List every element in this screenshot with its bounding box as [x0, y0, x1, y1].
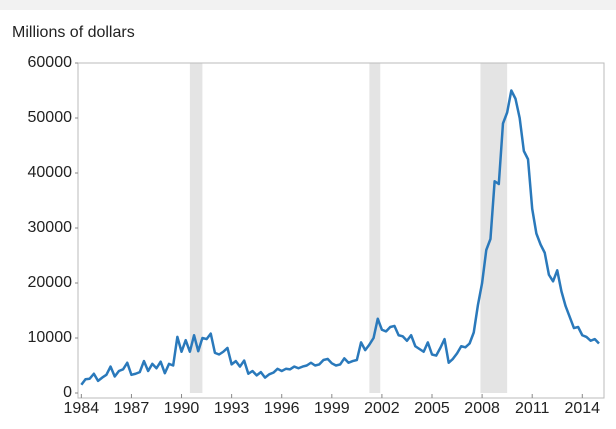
x-tick-label: 1987: [114, 400, 150, 417]
x-tick-label: 2011: [515, 400, 550, 417]
x-tick-label: 1996: [264, 400, 300, 417]
recession-band: [369, 63, 381, 393]
plot-frame: [77, 62, 605, 399]
x-tick-label: 2002: [364, 400, 400, 417]
y-tick-label: 30000: [28, 219, 73, 236]
y-axis-label: Millions of dollars: [12, 24, 135, 41]
x-tick-label: 1993: [214, 400, 250, 417]
x-tick-label: 2008: [464, 400, 500, 417]
y-tick-label: 10000: [28, 329, 73, 346]
y-tick-label: 0: [63, 384, 72, 401]
y-tick-label: 60000: [28, 54, 73, 71]
x-tick-label: 1984: [64, 400, 100, 417]
y-tick-label: 20000: [28, 274, 73, 291]
panel: [0, 10, 616, 429]
recession-band: [480, 63, 508, 393]
data-line: [80, 89, 600, 386]
y-tick-label: 40000: [28, 164, 73, 181]
y-tick-label: 50000: [28, 109, 73, 126]
x-tick-label: 1990: [164, 400, 200, 417]
x-tick-label: 1999: [314, 400, 350, 417]
recession-band: [189, 63, 203, 393]
x-tick-label: 2014: [564, 400, 600, 417]
x-tick-label: 2005: [414, 400, 450, 417]
